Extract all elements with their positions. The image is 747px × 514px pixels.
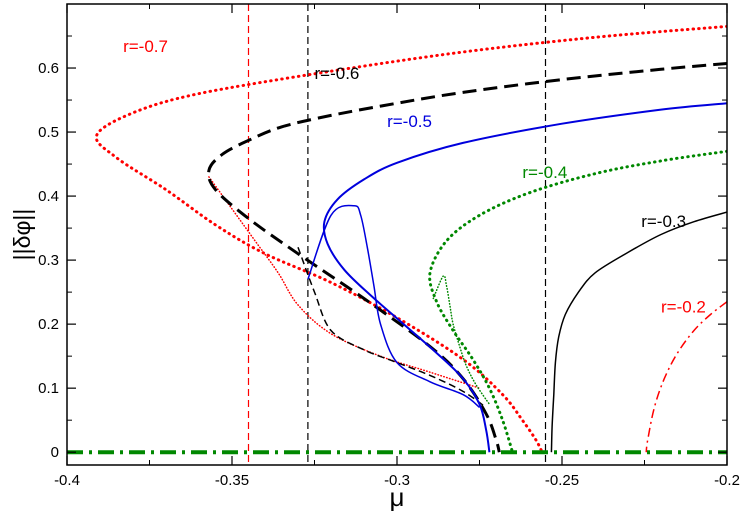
y-axis: 0 0.1 0.2 0.3 0.4 0.5 0.6 <box>38 35 727 461</box>
plot-frame <box>66 3 728 466</box>
y-tick-label: 0.3 <box>38 252 59 269</box>
curve-label-1: r=-0.7 <box>123 37 168 56</box>
series-line-8 <box>432 274 491 405</box>
x-tick-label: -0.2 <box>714 472 740 489</box>
curve-label-6: r=-0.2 <box>661 298 706 317</box>
y-tick-label: 0 <box>51 444 59 461</box>
y-axis-label: ||δφ|| <box>9 209 35 261</box>
vertical-lines <box>247 4 547 465</box>
curve-label-5: r=-0.3 <box>641 212 686 231</box>
x-tick-label: -0.4 <box>54 472 80 489</box>
series-line-1 <box>94 24 727 454</box>
x-tick-label: -0.25 <box>545 472 579 489</box>
series-line-7 <box>428 149 727 454</box>
x-axis: -0.4 -0.35 -0.3 -0.25 -0.2 <box>54 4 740 489</box>
y-tick-label: 0.4 <box>38 188 59 205</box>
series-line-6 <box>307 204 480 408</box>
series-line-3 <box>207 62 727 453</box>
series-line-5 <box>322 102 727 453</box>
curve-label-3: r=-0.5 <box>387 112 432 131</box>
x-axis-label: μ <box>390 482 405 512</box>
y-tick-label: 0.1 <box>38 380 59 397</box>
x-tick-label: -0.35 <box>215 472 249 489</box>
y-tick-label: 0.2 <box>38 316 59 333</box>
series-line-9 <box>550 211 727 453</box>
series-line-4 <box>297 247 487 409</box>
curve-label-2: r=-0.6 <box>315 64 360 83</box>
series-layer <box>67 24 727 455</box>
series-line-2 <box>208 176 481 389</box>
y-tick-label: 0.6 <box>38 60 59 77</box>
series-line-10 <box>645 301 727 453</box>
y-tick-label: 0.5 <box>38 124 59 141</box>
x-tick-label: -0.3 <box>384 472 410 489</box>
annotations: r=-0.7 r=-0.6 r=-0.5 r=-0.4 r=-0.3 r=-0.2 <box>123 37 706 317</box>
curve-label-4: r=-0.4 <box>522 163 567 182</box>
